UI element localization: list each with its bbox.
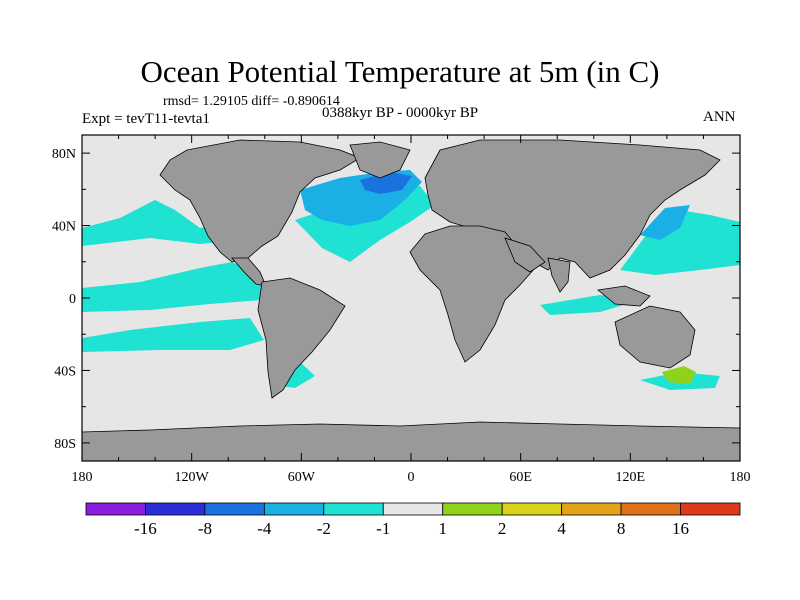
tropical-e-pacific-cooling-band — [82, 262, 262, 312]
colorbar-swatch — [382, 502, 444, 516]
colorbar-label: -8 — [198, 519, 212, 538]
nordic-sea-strong-cooling — [360, 172, 412, 194]
x-tick-label: 60W — [288, 470, 316, 485]
colorbar-label: -16 — [134, 519, 157, 538]
chart-title: Ocean Potential Temperature at 5m (in C) — [140, 54, 660, 89]
colorbar-swatch — [501, 502, 563, 516]
antarctica — [82, 421, 740, 461]
colorbar-label: -2 — [317, 519, 331, 538]
colorbar-swatch — [620, 502, 681, 516]
nw-pacific-cooling — [620, 210, 740, 275]
x-tick-label: 180 — [72, 470, 93, 485]
s-pacific-cooling-band — [82, 318, 264, 352]
season-label: ANN — [703, 109, 736, 125]
tasman-warming — [662, 366, 696, 384]
colorbar: -16 -8 -4 -2 -1 1 2 4 8 16 — [85, 502, 741, 538]
colorbar-label: 16 — [672, 519, 689, 538]
stats-text: rmsd= 1.29105 diff= -0.890614 — [163, 94, 340, 109]
colorbar-swatch — [145, 502, 206, 516]
period-label: 0388kyr BP - 0000kyr BP — [322, 105, 479, 121]
y-tick-label: 0 — [69, 292, 76, 307]
x-tick-label: 60E — [509, 470, 532, 485]
colorbar-swatch — [85, 502, 146, 516]
n-pacific-cooling-band — [82, 200, 240, 246]
kuroshio-strong-cooling — [640, 205, 690, 240]
africa — [409, 225, 536, 363]
x-tick-label: 120W — [175, 470, 210, 485]
maritime-continent — [597, 285, 651, 307]
south-america — [257, 277, 346, 399]
colorbar-label: 8 — [617, 519, 626, 538]
colorbar-label: -1 — [376, 519, 390, 538]
australia — [614, 305, 696, 369]
colorbar-swatch — [204, 502, 265, 516]
y-tick-label: 40N — [52, 220, 76, 235]
y-tick-label: 80S — [54, 437, 76, 452]
greenland — [349, 141, 411, 179]
india — [547, 257, 571, 293]
land-mask — [82, 139, 740, 461]
x-tick-label: 0 — [408, 470, 415, 485]
x-tick-label: 120E — [616, 470, 646, 485]
colorbar-swatch — [561, 502, 622, 516]
x-axis: 180 120W 60W 0 60E 120E 180 — [72, 135, 751, 485]
colorbar-label: -4 — [257, 519, 272, 538]
colorbar-label: 2 — [498, 519, 507, 538]
colorbar-swatch — [263, 502, 325, 516]
colorbar-label: 4 — [557, 519, 566, 538]
y-axis: 80N 40N 0 40S 80S — [52, 147, 740, 452]
x-tick-label: 180 — [730, 470, 751, 485]
colorbar-label: 1 — [438, 519, 447, 538]
colorbar-swatch — [323, 502, 384, 516]
map-field — [82, 135, 740, 461]
arabian-peninsula — [504, 237, 546, 273]
anomaly-patches — [82, 170, 740, 390]
colorbar-swatch — [442, 502, 503, 516]
experiment-label: Expt = tevT11-tevta1 — [82, 111, 210, 127]
colorbar-swatch — [680, 502, 741, 516]
north-america — [159, 139, 361, 263]
y-tick-label: 40S — [54, 364, 76, 379]
y-tick-label: 80N — [52, 147, 76, 162]
n-atlantic-cooling-band — [295, 186, 435, 262]
